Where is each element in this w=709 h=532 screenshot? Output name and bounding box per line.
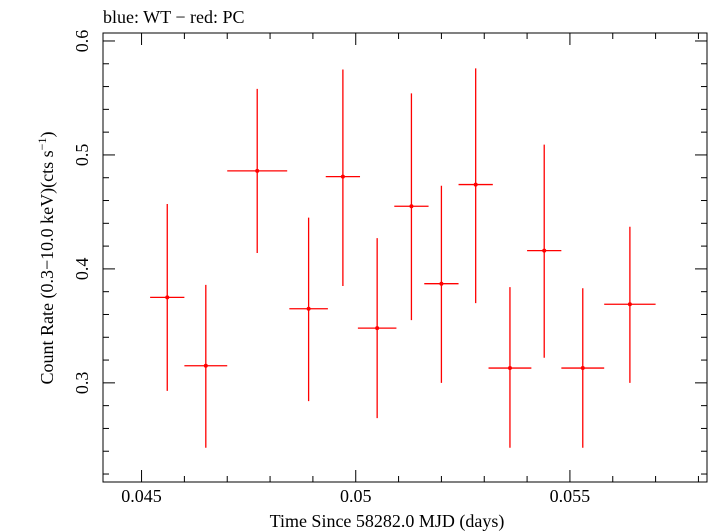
- data-point: [458, 68, 493, 304]
- data-point: [357, 238, 397, 419]
- point-marker: [375, 326, 380, 331]
- point-marker: [203, 363, 208, 368]
- x-tick-label: 0.05: [340, 486, 372, 506]
- point-marker: [473, 182, 478, 187]
- data-point: [325, 69, 361, 286]
- data-point: [184, 284, 228, 448]
- point-marker: [255, 168, 260, 173]
- x-tick-label: 0.055: [550, 486, 591, 506]
- y-axis-ticks: 0.3 0.4 0.5 0.6: [72, 30, 707, 475]
- data-series-pc: [150, 68, 656, 448]
- y-tick-label: 0.5: [72, 144, 92, 167]
- y-tick-label: 0.3: [72, 372, 92, 395]
- point-marker: [306, 306, 311, 311]
- x-axis-ticks: 0.045 0.05 0.055: [121, 33, 699, 506]
- chart-title: blue: WT − red: PC: [103, 7, 244, 27]
- plot-frame: [102, 32, 708, 483]
- point-marker: [340, 174, 345, 179]
- point-marker: [542, 248, 547, 253]
- data-point: [394, 93, 429, 321]
- x-tick-label: 0.045: [121, 486, 162, 506]
- y-axis-label-exponent: −1: [35, 138, 49, 151]
- data-point: [561, 288, 605, 448]
- data-point: [488, 287, 532, 448]
- y-tick-label: 0.6: [72, 30, 92, 53]
- data-point: [527, 144, 562, 358]
- point-marker: [439, 281, 444, 286]
- point-marker: [627, 302, 632, 307]
- y-axis-label: Count Rate (0.3−10.0 keV)(cts s−1): [35, 132, 58, 385]
- x-axis-label: Time Since 58282.0 MJD (days): [270, 511, 505, 532]
- data-point: [150, 203, 185, 391]
- point-marker: [580, 366, 585, 371]
- point-marker: [507, 366, 512, 371]
- y-axis-label-main: Count Rate (0.3−10.0 keV)(cts s: [37, 150, 58, 384]
- data-point: [289, 217, 328, 402]
- data-point: [604, 226, 656, 383]
- y-axis-label-close: ): [37, 132, 58, 138]
- point-marker: [165, 295, 170, 300]
- data-point: [227, 88, 288, 253]
- point-marker: [409, 204, 414, 209]
- y-tick-label: 0.4: [72, 258, 92, 281]
- data-point: [424, 185, 459, 383]
